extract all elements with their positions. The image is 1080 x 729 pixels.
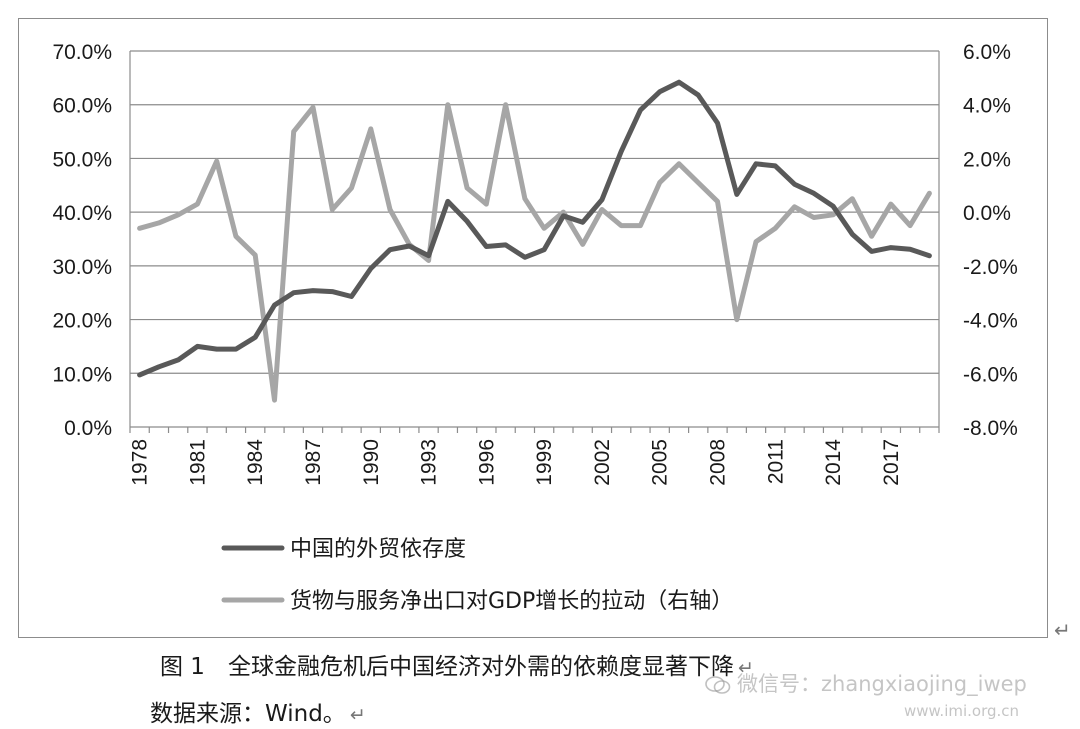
watermark-text: 微信号：zhangxiaojing_iwep [737,672,1027,696]
x-tick-label: 2011 [764,439,787,484]
x-tick-label: 1999 [533,439,556,486]
x-tick-label: 2002 [591,439,614,486]
series-line-1 [137,79,932,378]
frame-paragraph-mark: ↵ [1054,618,1071,642]
series-lines [137,79,932,403]
x-tick-label: 2008 [706,439,729,486]
y-right-tick-label: -8.0% [963,417,1018,440]
y-left-tick-label: 40.0% [52,202,112,225]
y-right-tick-label: 2.0% [963,148,1011,171]
y-left-tick-label: 10.0% [52,363,112,386]
x-tick-label: 2014 [822,439,845,486]
legend-label-2: 货物与服务净出口对GDP增长的拉动（右轴） [290,589,733,614]
caption-paragraph-mark: ↵ [737,657,754,679]
x-tick-label: 1981 [186,439,209,486]
x-tick-label: 1987 [302,439,325,486]
source-text: 数据来源：Wind。 [150,701,346,727]
x-tick-label: 1984 [244,439,267,486]
y-left-tick-label: 50.0% [52,148,112,171]
y-left-tick-label: 0.0% [64,417,112,440]
chart-frame [18,18,1048,638]
series-line-2 [137,102,932,403]
x-tick-label: 1978 [129,439,152,486]
wechat-icon [705,676,731,694]
axes [129,51,940,433]
y-left-tick-label: 30.0% [52,256,112,279]
tick-labels: 0.0% -8.0% 10.0% -6.0% 20.0% -4.0% 30.0% -2.0% 4… [52,41,1017,486]
watermark-url: www.imi.org.cn [904,702,1020,720]
y-right-tick-label: -2.0% [963,256,1018,279]
y-left-tick-label: 60.0% [52,95,112,118]
y-right-tick-label: -4.0% [963,310,1018,333]
y-right-tick-label: 0.0% [963,202,1011,225]
legend-label-1: 中国的外贸依存度 [290,537,466,562]
x-tick-label: 2005 [649,439,672,486]
x-tick-label: 1990 [360,439,383,486]
caption-text: 图 1 全球金融危机后中国经济对外需的依赖度显著下降 [160,654,734,680]
y-right-tick-label: 6.0% [963,41,1011,64]
x-tick-label: 1996 [475,439,498,486]
y-left-tick-label: 70.0% [52,41,112,64]
y-left-tick-label: 20.0% [52,310,112,333]
x-tick-label: 2017 [880,439,903,486]
y-right-tick-label: -6.0% [963,363,1018,386]
data-source: 数据来源：Wind。 ↵ [150,694,366,728]
y-right-tick-label: 4.0% [963,95,1011,118]
figure-caption: 图 1 全球金融危机后中国经济对外需的依赖度显著下降 ↵ [160,647,754,681]
source-paragraph-mark: ↵ [349,704,366,726]
watermark: 微信号：zhangxiaojing_iwep [705,668,1027,698]
x-tick-label: 1993 [418,439,441,486]
